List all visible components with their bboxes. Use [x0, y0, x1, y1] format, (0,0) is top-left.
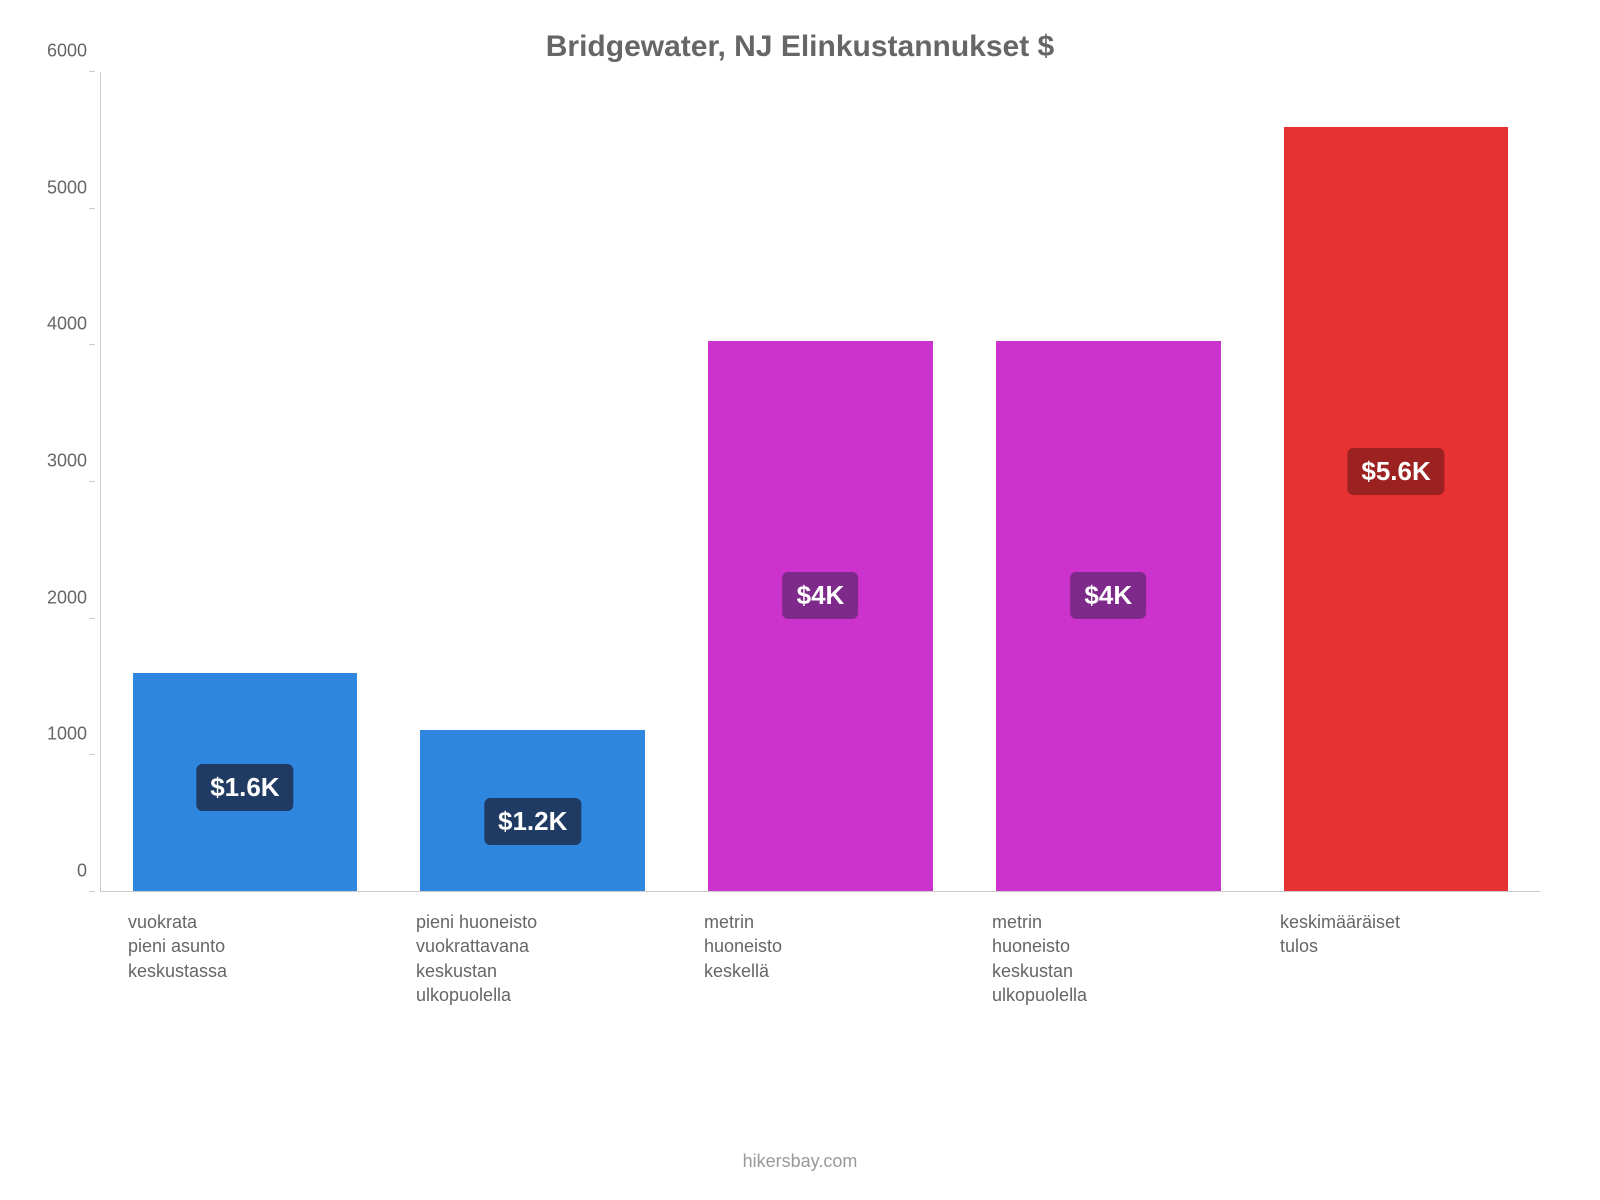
y-tick-mark — [89, 891, 95, 892]
y-tick-label: 1000 — [37, 724, 87, 745]
x-axis-label: keskimääräisettulos — [1252, 910, 1540, 1007]
value-badge: $4K — [783, 572, 859, 619]
y-tick-label: 2000 — [37, 587, 87, 608]
y-tick-mark — [89, 344, 95, 345]
x-axis-label: metrinhuoneistokeskustanulkopuolella — [964, 910, 1252, 1007]
attribution-text: hikersbay.com — [0, 1151, 1600, 1172]
value-badge: $1.2K — [484, 798, 581, 845]
bar-slot: $1.6K — [101, 72, 389, 891]
bar-slot: $1.2K — [389, 72, 677, 891]
bar: $5.6K — [1284, 127, 1508, 891]
bar: $1.6K — [133, 673, 357, 891]
chart-title: Bridgewater, NJ Elinkustannukset $ — [40, 30, 1560, 64]
bars-container: $1.6K $1.2K $4K $4K $5.6K — [101, 72, 1540, 891]
y-axis: 0100020003000400050006000 — [40, 72, 95, 892]
bar: $4K — [996, 341, 1220, 891]
y-tick-mark — [89, 618, 95, 619]
x-axis-label: pieni huoneistovuokrattavanakeskustanulk… — [388, 910, 676, 1007]
y-tick-label: 6000 — [37, 41, 87, 62]
bar-slot: $4K — [964, 72, 1252, 891]
y-tick-label: 4000 — [37, 314, 87, 335]
value-badge: $5.6K — [1347, 448, 1444, 495]
y-tick-mark — [89, 71, 95, 72]
value-badge: $4K — [1070, 572, 1146, 619]
x-axis-label: metrinhuoneistokeskellä — [676, 910, 964, 1007]
y-tick-label: 0 — [37, 861, 87, 882]
value-badge: $1.6K — [196, 764, 293, 811]
y-tick-label: 5000 — [37, 177, 87, 198]
x-axis-labels: vuokratapieni asuntokeskustassapieni huo… — [100, 910, 1540, 1007]
plot-region: 0100020003000400050006000 $1.6K$1.2K$4K$… — [100, 72, 1540, 892]
cost-of-living-chart: Bridgewater, NJ Elinkustannukset $ 0 1000… — [0, 0, 1600, 1200]
bar: $1.2K — [420, 730, 644, 891]
bar: $4K — [708, 341, 932, 891]
bar-slot: $4K — [677, 72, 965, 891]
bar-slot: $5.6K — [1252, 72, 1540, 891]
y-tick-mark — [89, 754, 95, 755]
x-axis-label: vuokratapieni asuntokeskustassa — [100, 910, 388, 1007]
plot-area: $1.6K $1.2K $4K $4K $5.6K — [100, 72, 1540, 892]
y-tick-mark — [89, 208, 95, 209]
y-tick-label: 3000 — [37, 451, 87, 472]
y-tick-mark — [89, 481, 95, 482]
